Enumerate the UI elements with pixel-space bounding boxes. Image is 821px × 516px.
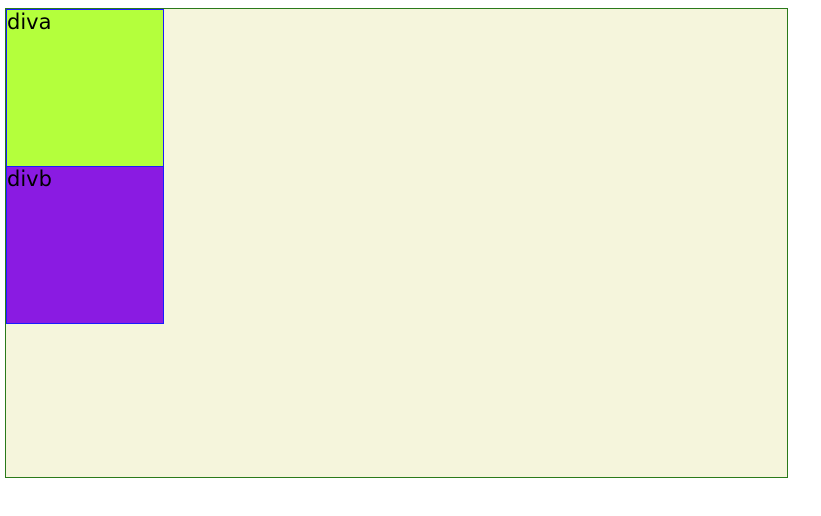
- div-b: divb: [6, 166, 164, 324]
- div-a-label: diva: [7, 10, 52, 34]
- div-b-label: divb: [7, 167, 52, 191]
- div-a: diva: [6, 9, 164, 167]
- container: diva divb: [5, 8, 788, 478]
